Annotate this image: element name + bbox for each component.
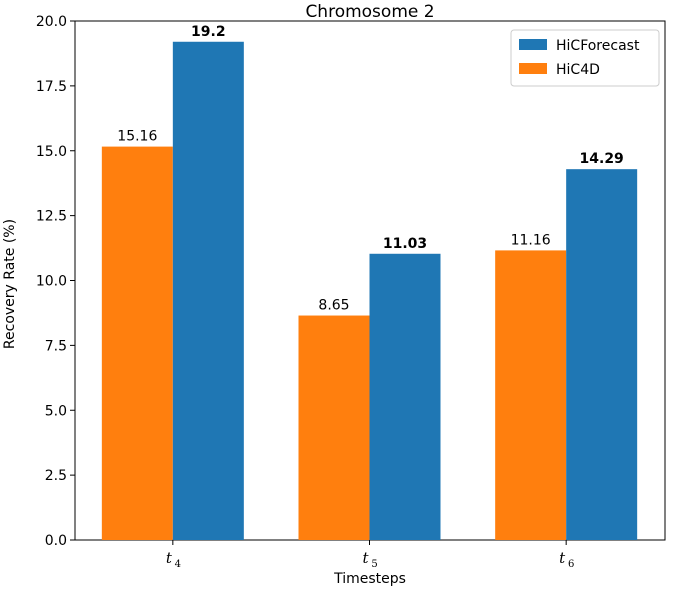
data-label: 19.2 [191, 24, 226, 40]
y-tick-label: 10.0 [36, 274, 67, 290]
y-axis-ticks: 0.0 2.5 5.0 7.5 10.0 12.5 15.0 17.5 20.0 [36, 14, 75, 549]
legend-entry: HiC4D [556, 62, 600, 78]
bar-hic4d-1 [298, 315, 370, 540]
x-tick-label: t [559, 549, 566, 567]
legend: HiCForecast HiC4D [510, 29, 660, 87]
x-tick-subscript: 5 [371, 559, 377, 570]
data-label: 14.29 [580, 151, 624, 167]
x-tick-label: t [166, 549, 173, 567]
y-tick-label: 5.0 [45, 403, 67, 419]
bar-hic4d-0 [101, 146, 173, 540]
chart-title: Chromosome 2 [305, 2, 434, 22]
bar-hicforecast-0 [172, 41, 244, 540]
y-tick-label: 17.5 [36, 79, 67, 95]
y-tick-label: 20.0 [36, 14, 67, 30]
bar-hic4d-2 [495, 250, 567, 540]
y-axis-label: Recovery Rate (%) [2, 219, 18, 349]
data-labels: 15.16 8.65 11.16 19.2 11.03 14.29 [117, 24, 624, 314]
x-axis-label: Timesteps [333, 571, 406, 587]
y-tick-label: 0.0 [45, 533, 67, 549]
bar-hicforecast-1 [369, 253, 441, 541]
legend-entry: HiCForecast [556, 38, 640, 54]
legend-swatch [519, 39, 547, 50]
data-label: 8.65 [318, 298, 349, 314]
legend-box [510, 29, 660, 87]
y-tick-label: 2.5 [45, 468, 67, 484]
y-tick-label: 12.5 [36, 209, 67, 225]
data-label: 11.03 [383, 236, 427, 252]
x-tick-subscript: 4 [175, 559, 181, 570]
data-label: 11.16 [511, 232, 551, 248]
bars [101, 41, 638, 541]
y-tick-label: 15.0 [36, 144, 67, 160]
y-tick-label: 7.5 [45, 338, 67, 354]
x-tick-label: t [362, 549, 369, 567]
x-tick-subscript: 6 [568, 559, 574, 570]
legend-swatch [519, 63, 547, 74]
bar-hicforecast-2 [566, 169, 638, 540]
data-label: 15.16 [117, 129, 157, 145]
